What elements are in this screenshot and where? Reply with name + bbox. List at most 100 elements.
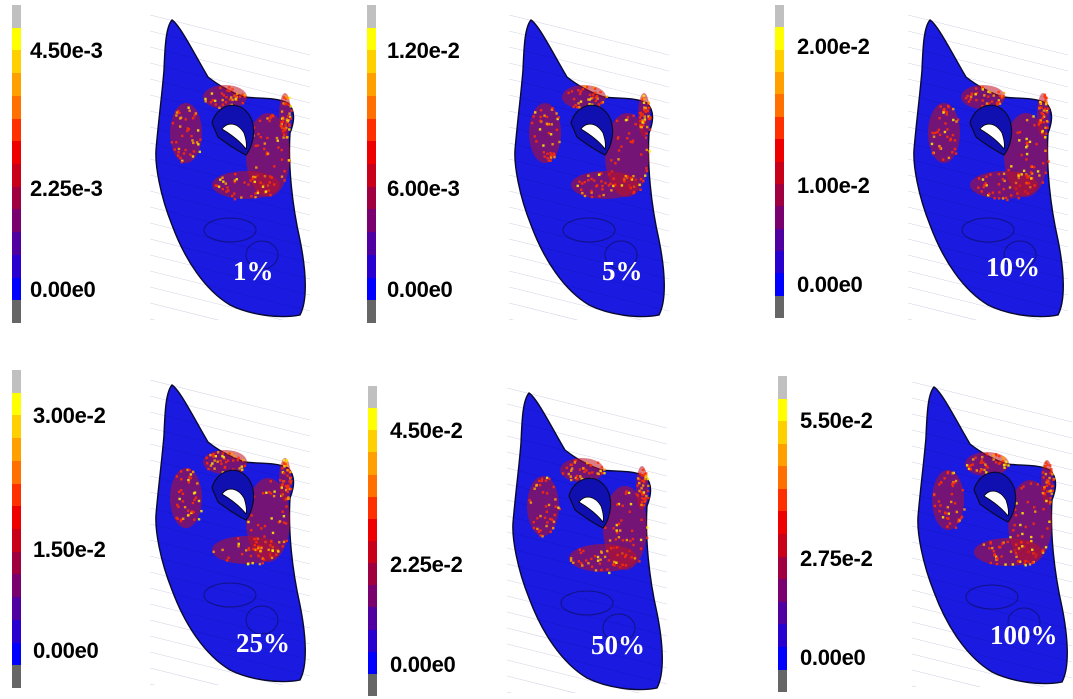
stress-dot [570,90,574,93]
foramen-hole [578,496,604,523]
stress-dot [286,469,289,472]
stress-dot [266,152,270,155]
stress-dot [233,454,236,458]
stress-dot [287,496,290,499]
stress-dot [625,538,629,542]
stress-dot [187,106,190,109]
stress-dot [220,462,223,465]
stress-dot [1042,120,1045,124]
stress-dot [552,152,555,155]
stress-dot [614,161,617,165]
stress-dot [196,482,199,485]
stress-dot [256,144,259,147]
stress-dot [263,535,266,538]
stress-dot [238,467,241,470]
mesh-line [509,270,669,312]
stress-dot [638,183,641,187]
stress-dot [630,178,634,181]
stress-dot [181,134,184,138]
mesh-line [912,397,1072,439]
stress-dot [263,147,266,151]
stress-dot [1045,461,1048,464]
stress-dot [181,159,184,163]
stress-dot [240,196,243,199]
stress-dot [252,547,255,551]
stress-dot [545,115,549,119]
stress-dot [544,479,548,482]
stress-dot [577,560,581,563]
stress-dot [989,540,992,544]
stress-dot [1001,542,1004,546]
stress-dot [980,459,983,462]
stress-dot [543,155,546,158]
stress-dot [607,559,611,562]
stress-dot [1032,506,1036,509]
stress-dot [996,558,999,561]
stress-dot [1042,508,1045,511]
stress-dot [1046,527,1049,530]
stress-dot [600,172,603,175]
colorbar-segment [368,540,377,564]
stress-dot [282,462,286,465]
mesh-line [150,587,310,629]
stress-dot [284,95,287,98]
colorbar-segment [12,483,21,507]
stress-dot [255,166,258,169]
colorbar-max-label: 2.00e-2 [797,34,870,59]
stress-dot [1030,535,1033,539]
stress-dot [247,546,251,550]
stress-dot [186,514,190,517]
socket-outline [203,217,257,243]
stress-dot [951,133,955,137]
stress-dot [537,530,541,533]
stress-dot [555,128,559,132]
stress-dot [532,526,536,530]
stress-dot [997,90,1000,94]
colorbar [778,376,787,693]
stress-dot [954,152,958,155]
stress-dot [623,180,626,183]
stress-dot [638,481,641,485]
stress-dot [255,541,258,544]
stress-dot [596,559,600,562]
colorbar-segment [367,95,376,119]
stress-dot [269,115,272,118]
stress-dot [285,464,289,467]
stress-dot [948,522,952,525]
mesh-line [150,30,310,72]
stress-dot [608,571,611,575]
mesh-line [507,659,641,693]
mesh-line [150,380,310,421]
stress-dot [1039,100,1042,104]
stress-dot [264,190,268,193]
stress-dot [1048,476,1051,480]
colorbar-segment [778,669,787,693]
stress-dot [1020,153,1023,157]
mesh-line [908,286,1042,320]
stress-dot [644,110,648,114]
colorbar-segment [778,376,787,399]
stress-dot [270,176,274,179]
stress-dot [610,159,613,162]
colorbar-segment [775,5,784,28]
stress-dot [268,491,271,494]
stress-dot [229,96,233,99]
stress-dot [1025,174,1028,177]
stress-dot [194,112,198,115]
stress-dot [965,464,969,467]
stress-dot [947,517,950,520]
stress-dot [992,94,995,97]
stress-dot [225,559,229,562]
colorbar-segment [775,183,784,207]
stress-dot [288,128,291,131]
stress-dot [599,558,602,561]
stress-dot [955,120,958,123]
stress-dot [553,153,556,157]
colorbar-segment [775,273,784,296]
stress-dot [951,484,955,488]
stress-dot [213,459,216,462]
stress-dot [943,477,946,480]
stress-dot [1006,198,1009,202]
stress-dot [1031,561,1034,564]
stress-dot [222,456,225,459]
